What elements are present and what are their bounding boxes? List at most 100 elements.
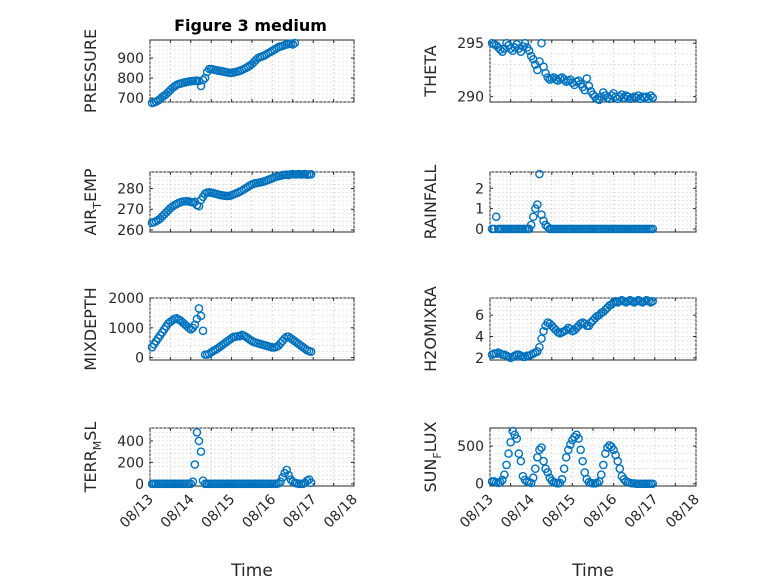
subplot-6: 2 4 6 H2OMIXRA (421, 286, 697, 372)
data-point (526, 478, 536, 488)
subplot-7: 0 200 400 08/13 08/14 08/15 08/16 08/17 08/18 Tim… (81, 422, 361, 581)
data-point (537, 334, 546, 343)
data-point (274, 479, 283, 488)
data-point (574, 434, 583, 443)
data-point (543, 73, 552, 82)
data-point (280, 334, 289, 343)
data-point (578, 456, 588, 466)
data-point (531, 204, 540, 213)
y-axis-label: SUNFLUX (421, 421, 444, 492)
x-tick-label: 08/13 (117, 492, 157, 532)
data-point (615, 464, 625, 473)
data-point (528, 473, 538, 483)
x-tick-label: 08/13 (457, 492, 497, 532)
data-point (531, 464, 540, 473)
y-tick-label: 200 (117, 455, 144, 471)
data-point (506, 44, 515, 53)
data-point (194, 436, 204, 446)
data-point (648, 224, 658, 234)
data-point (502, 460, 511, 470)
data-series (487, 426, 658, 489)
data-point (561, 325, 571, 335)
data-point (537, 38, 546, 48)
figure-title: Figure 3 medium (174, 16, 327, 35)
data-point (596, 470, 606, 480)
data-point (504, 449, 513, 458)
y-tick-label: 260 (117, 223, 144, 239)
y-tick-label: 0 (135, 351, 144, 367)
data-point (524, 224, 534, 234)
data-point (196, 447, 206, 456)
data-series (487, 295, 658, 363)
x-axis-label: Time (571, 561, 614, 581)
y-tick-label: 400 (117, 434, 144, 450)
x-tick-label: 08/15 (199, 492, 239, 532)
subplot-2: 290 295 THETA (421, 36, 697, 106)
data-point (566, 440, 575, 449)
y-tick-label: 900 (117, 51, 144, 67)
subplot-8: 0 500 08/13 08/14 08/15 08/16 08/17 08/18 Time SU… (421, 421, 703, 581)
subplot-5: 0 1000 2000 MIXDEPTH (81, 287, 355, 371)
data-point (646, 91, 655, 100)
data-point (502, 38, 511, 48)
data-point (306, 478, 316, 488)
y-tick-label: 295 (457, 36, 484, 52)
data-point (306, 169, 316, 179)
data-point (495, 45, 505, 54)
axes-background (489, 297, 697, 361)
data-point (582, 74, 592, 83)
data-point (648, 479, 658, 489)
data-point (559, 464, 569, 473)
data-point (288, 40, 298, 49)
data-point (500, 470, 509, 480)
data-point (539, 216, 548, 226)
y-tick-label: 0 (135, 477, 144, 493)
data-point (615, 92, 625, 101)
data-point (520, 38, 530, 48)
data-point (282, 465, 291, 475)
subplot-1: 700 800 900 PRESSURE (81, 29, 355, 113)
data-point (192, 427, 202, 437)
data-point (190, 460, 200, 469)
data-point (570, 432, 579, 442)
data-point (559, 75, 569, 84)
data-point (592, 478, 602, 488)
y-tick-label: 2 (475, 351, 484, 367)
y-tick-label: 270 (117, 202, 144, 218)
y-tick-label: 800 (117, 71, 144, 87)
data-point (557, 474, 567, 484)
data-point (631, 93, 641, 103)
data-point (599, 460, 608, 470)
data-point (642, 92, 651, 101)
data-point (576, 445, 585, 455)
data-point (535, 169, 544, 179)
data-point (539, 456, 548, 466)
x-tick-label: 08/16 (239, 491, 279, 531)
data-point (584, 81, 594, 91)
y-tick-label: 1000 (108, 321, 144, 337)
y-tick-label: 700 (117, 91, 144, 107)
data-point (524, 46, 534, 55)
data-point (489, 224, 499, 234)
data-point (188, 477, 198, 487)
subplot-3: 260 270 280 AIRTEMP (81, 168, 355, 239)
data-series (147, 169, 316, 227)
axes-background (149, 39, 355, 103)
y-tick-label: 0 (475, 222, 484, 238)
data-series (147, 427, 316, 489)
data-point (506, 438, 515, 447)
data-point (623, 92, 633, 101)
x-tick-label: 08/17 (280, 492, 320, 532)
y-axis-label: AIRTEMP (81, 168, 104, 235)
data-point (491, 212, 501, 222)
x-tick-label: 08/14 (498, 491, 538, 531)
data-point (596, 92, 606, 101)
data-point (613, 456, 623, 466)
data-point (566, 324, 575, 334)
x-tick-label: 08/14 (158, 491, 198, 531)
data-point (528, 212, 538, 222)
x-tick-label: 08/17 (622, 492, 662, 532)
data-point (609, 445, 618, 455)
data-point (514, 449, 524, 458)
data-series (487, 38, 658, 105)
